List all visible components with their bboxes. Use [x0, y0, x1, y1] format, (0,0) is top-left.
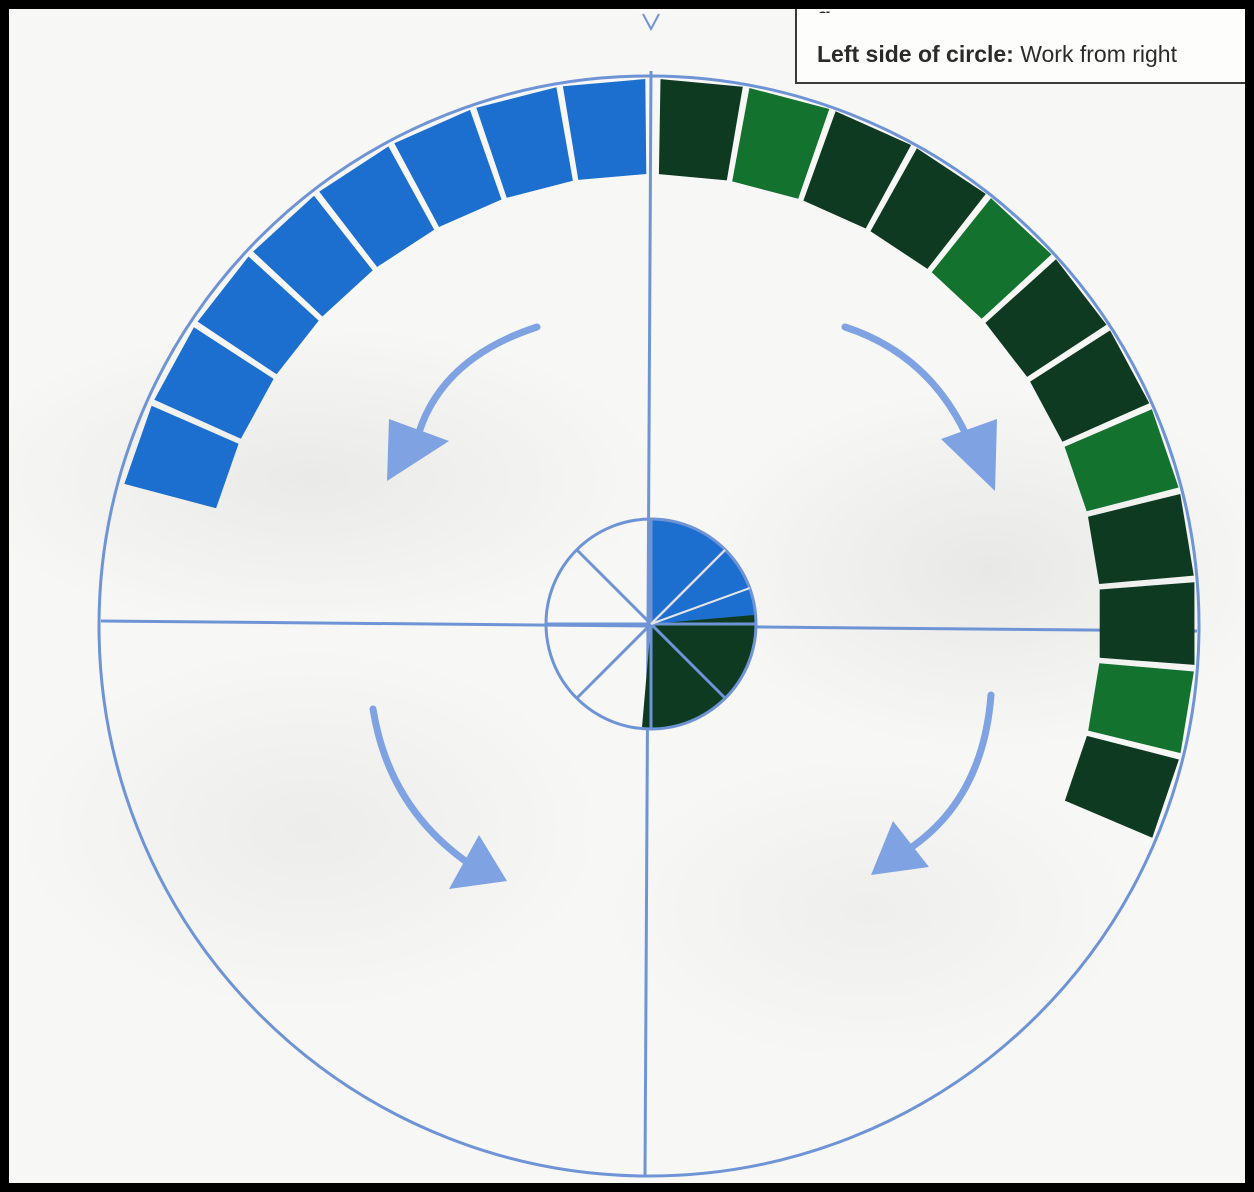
green-tile [870, 148, 986, 269]
green-tile [1088, 663, 1194, 754]
green-tile [1088, 494, 1194, 584]
green-tile [1030, 330, 1150, 442]
blue-tile [154, 327, 274, 439]
green-tile [803, 111, 912, 229]
arrowhead-top-left-icon [387, 419, 449, 481]
tile-crack [650, 587, 751, 625]
arrow-bottom-right-icon [905, 691, 995, 853]
green-tile [1064, 409, 1179, 512]
green-tile [985, 259, 1107, 377]
green-tile [931, 198, 1052, 319]
instruction-line: Left side of circle: Work from right [817, 41, 1177, 68]
blue-tile [124, 405, 239, 509]
blue-tile [319, 146, 435, 267]
top-marker-icon [642, 13, 660, 32]
tile-crack [650, 549, 726, 625]
green-tile [1099, 582, 1195, 665]
arrowhead-bottom-right-icon [871, 821, 929, 875]
green-tile-row [658, 79, 1195, 838]
mosaic-template [97, 13, 1201, 1178]
blue-tile-row [124, 79, 647, 509]
arrow-top-left-icon [413, 323, 541, 443]
instruction-text: Work from right [1013, 41, 1177, 67]
blue-tile [394, 109, 502, 227]
paper-background [9, 9, 1245, 1183]
instruction-label: Left side of circle: [817, 41, 1014, 67]
center-circle [544, 517, 758, 731]
green-tile [658, 79, 743, 181]
direction-arrows [369, 323, 995, 869]
arrowhead-bottom-left-icon [449, 835, 507, 889]
instruction-note: g Left side of circle: Work from right [795, 9, 1245, 84]
blue-tile [197, 256, 319, 375]
blue-tile [476, 87, 573, 198]
arrow-top-right-icon [841, 323, 973, 445]
instruction-note-cut-line: g [817, 9, 831, 13]
blue-tile [253, 195, 373, 317]
arrowhead-top-right-icon [941, 419, 997, 491]
green-tile [732, 88, 830, 199]
arrow-heads [387, 419, 997, 889]
template-circle [97, 74, 1201, 1178]
arrow-bottom-left-icon [369, 705, 475, 869]
blue-tile [562, 79, 647, 180]
green-tile [1064, 735, 1179, 838]
